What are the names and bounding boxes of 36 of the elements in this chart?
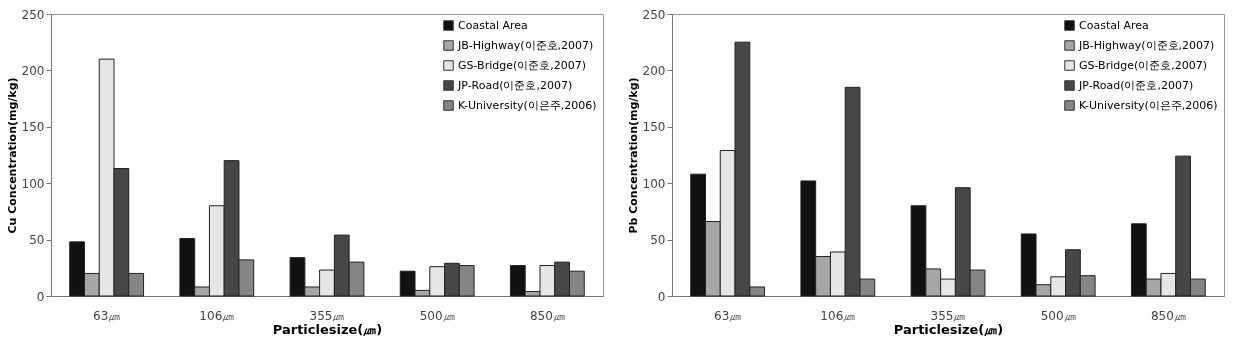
legend-label: K-University(이은주,2006) [1078, 98, 1218, 112]
x-tick-label: 63㎛ [93, 308, 121, 323]
y-tick-label: 200 [21, 63, 45, 78]
y-tick-label: 100 [21, 176, 45, 191]
x-axis-title: Particlesize(㎛) [893, 321, 1003, 337]
legend-label: JB-Highway(이준호,2007) [1077, 38, 1214, 52]
y-tick-label: 200 [642, 63, 665, 78]
x-tick-label: 500㎛ [419, 308, 455, 323]
legend-label: Coastal Area [458, 18, 528, 32]
y-tick-label: 0 [657, 289, 665, 304]
y-axis-title: Pb Concentration(mg/kg) [626, 77, 640, 234]
y-tick-label: 150 [21, 120, 45, 135]
legend-label: K-University(이은주,2006) [458, 98, 597, 112]
legend-label: JP-Road(이준호,2007) [1077, 78, 1193, 92]
y-tick-label: 100 [642, 176, 665, 191]
x-tick-label: 850㎛ [529, 308, 565, 323]
y-tick-label: 250 [21, 7, 45, 22]
legend-label: GS-Bridge(이준호,2007) [458, 58, 587, 72]
x-tick-label: 355㎛ [930, 308, 965, 323]
x-tick-label: 850㎛ [1150, 308, 1186, 323]
legend-label: JB-Highway(이준호,2007) [457, 38, 594, 52]
y-tick-label: 50 [29, 233, 45, 248]
y-tick-label: 0 [36, 289, 45, 304]
x-tick-label: 355㎛ [309, 308, 345, 323]
x-tick-label: 500㎛ [1040, 308, 1076, 323]
y-axis-title: Cu Concentration(mg/kg) [5, 77, 19, 234]
y-tick-label: 50 [649, 233, 665, 248]
x-axis-title: Particlesize(㎛) [272, 321, 383, 337]
legend-label: JP-Road(이준호,2007) [457, 78, 573, 92]
y-tick-label: 150 [642, 120, 665, 135]
x-tick-label: 106㎛ [819, 308, 855, 323]
legend-label: Coastal Area [1078, 18, 1149, 32]
legend-label: GS-Bridge(이준호,2007) [1078, 58, 1207, 72]
x-tick-label: 106㎛ [199, 308, 235, 323]
y-tick-label: 250 [642, 7, 665, 22]
x-tick-label: 63㎛ [713, 308, 741, 323]
